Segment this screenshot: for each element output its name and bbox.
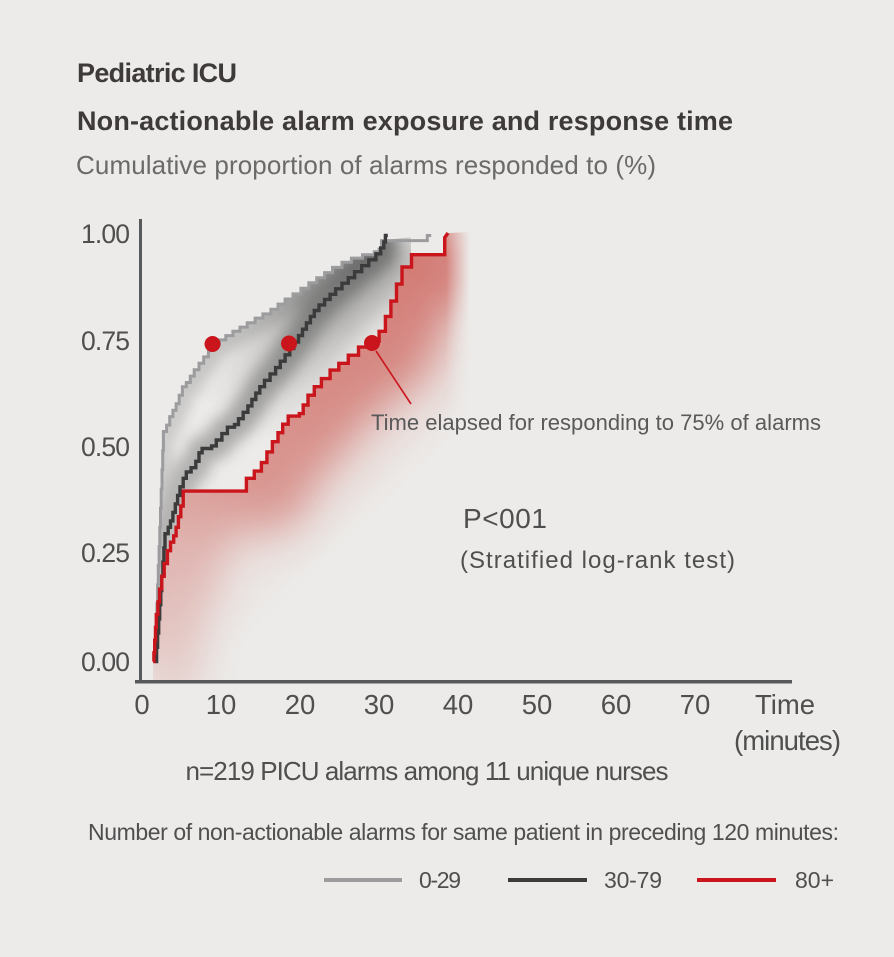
svg-text:n=219 PICU alarms among 11 uni: n=219 PICU alarms among 11 unique nurses: [186, 756, 669, 786]
svg-text:1.00: 1.00: [81, 219, 130, 249]
svg-text:50: 50: [522, 689, 553, 720]
svg-text:Pediatric ICU: Pediatric ICU: [77, 58, 237, 88]
svg-text:(Stratified log-rank test): (Stratified log-rank test): [460, 547, 735, 574]
svg-text:20: 20: [285, 689, 316, 720]
svg-text:60: 60: [601, 689, 632, 720]
svg-text:P<001: P<001: [463, 503, 547, 534]
svg-text:0.75: 0.75: [81, 326, 130, 356]
svg-text:Cumulative proportion of alarm: Cumulative proportion of alarms responde…: [76, 150, 656, 180]
svg-text:0.00: 0.00: [81, 647, 130, 677]
svg-text:10: 10: [206, 689, 237, 720]
svg-text:(minutes): (minutes): [734, 725, 841, 756]
svg-text:Time elapsed for responding to: Time elapsed for responding to 75% of al…: [371, 410, 821, 435]
svg-text:0-29: 0-29: [419, 867, 461, 893]
svg-text:80+: 80+: [795, 867, 834, 893]
svg-text:70: 70: [680, 689, 711, 720]
svg-text:0: 0: [134, 689, 149, 720]
svg-text:0.25: 0.25: [81, 538, 130, 568]
svg-text:30-79: 30-79: [604, 867, 662, 893]
svg-text:40: 40: [443, 689, 474, 720]
svg-text:30: 30: [364, 689, 395, 720]
svg-text:Time: Time: [755, 689, 815, 720]
svg-text:0.50: 0.50: [81, 432, 130, 462]
svg-text:Number of non-actionable alarm: Number of non-actionable alarms for same…: [88, 819, 839, 845]
svg-text:Non-actionable alarm exposure: Non-actionable alarm exposure and respon…: [77, 106, 733, 136]
